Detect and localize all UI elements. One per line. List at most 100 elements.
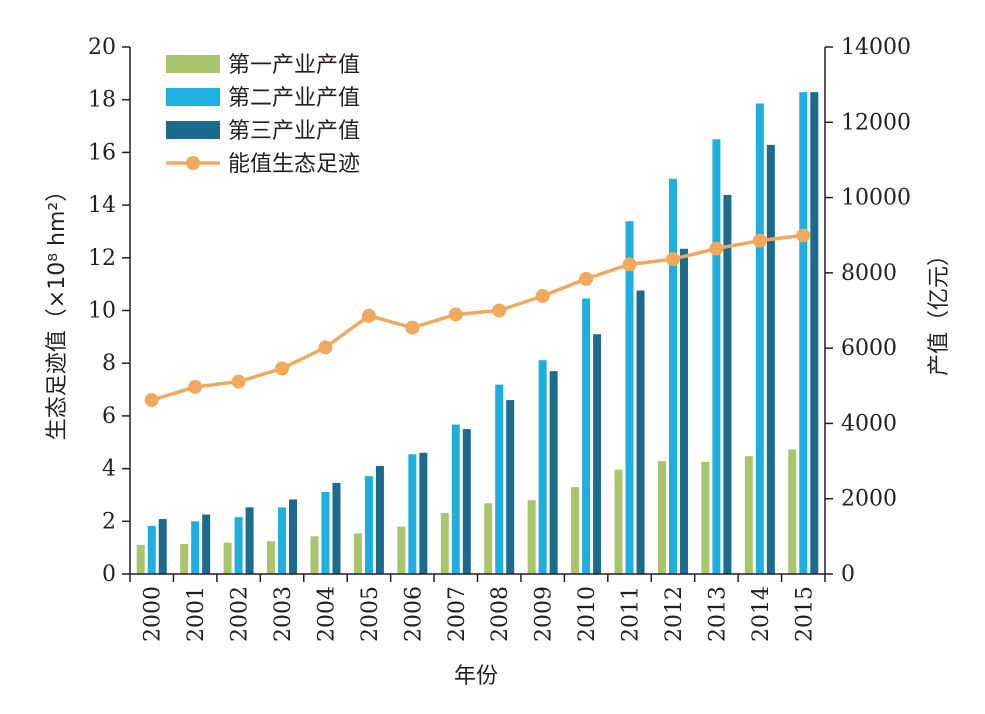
x-tick-label-2008: 2008 — [488, 586, 513, 642]
x-tick-label-2001: 2001 — [184, 586, 209, 642]
footprint-point-2012 — [665, 252, 680, 267]
bar-series3-2005 — [375, 465, 384, 574]
bar-series2-2004 — [321, 491, 330, 574]
bar-series2-2010 — [582, 298, 591, 574]
bar-series2-2001 — [191, 521, 200, 574]
bar-series2-2007 — [451, 424, 460, 574]
bar-series2-2014 — [755, 103, 764, 574]
bar-series3-2004 — [332, 482, 341, 574]
x-tick-label-2015: 2015 — [792, 586, 817, 642]
bar-series2-2008 — [495, 384, 504, 574]
bar-series1-2006 — [397, 526, 406, 574]
legend-swatch-marker — [186, 156, 200, 170]
bar-series3-2007 — [462, 429, 471, 574]
bar-series3-2015 — [810, 92, 819, 575]
bar-series1-2000 — [136, 545, 145, 574]
bar-series3-2014 — [766, 144, 775, 574]
bar-series1-2005 — [353, 533, 362, 574]
y-left-tick-label: 2 — [102, 509, 116, 534]
y-left-tick-label: 6 — [102, 404, 116, 429]
y-axis-right-label: 产值（亿元） — [927, 244, 952, 376]
bar-series3-2001 — [202, 514, 211, 574]
x-tick-label-2000: 2000 — [141, 586, 166, 642]
bar-series1-2011 — [614, 469, 623, 574]
x-tick-label-2005: 2005 — [358, 586, 383, 642]
footprint-point-2013 — [709, 241, 724, 256]
x-tick-label-2006: 2006 — [401, 586, 426, 642]
y-axis-left-label: 生态足迹值（×10⁸ hm²） — [45, 180, 70, 440]
x-tick-label-2010: 2010 — [575, 586, 600, 642]
footprint-point-2009 — [535, 289, 550, 304]
y-left-tick-label: 8 — [102, 351, 116, 376]
bar-series1-2012 — [657, 461, 666, 574]
y-right-tick-label: 10000 — [841, 186, 911, 211]
y-right-tick-label: 4000 — [841, 411, 897, 436]
x-tick-label-2013: 2013 — [705, 586, 730, 642]
axes-layer: 0 2 4 6 8 10 12 14 16 18 20 0 2000 4000 6000 8000 10000 1… — [88, 35, 911, 642]
legend-swatch-3 — [166, 121, 220, 139]
y-right-tick-label: 2000 — [841, 487, 897, 512]
y-right-tick-label: 6000 — [841, 336, 897, 361]
footprint-point-2010 — [579, 271, 594, 286]
footprint-line-layer — [144, 228, 811, 408]
x-tick-label-2011: 2011 — [619, 586, 644, 642]
footprint-point-2015 — [796, 228, 811, 243]
y-right-tick-label: 0 — [841, 562, 855, 587]
x-tick-label-2009: 2009 — [532, 586, 557, 642]
footprint-point-2000 — [144, 393, 159, 408]
bar-series1-2007 — [440, 513, 449, 574]
y-right-tick-label: 12000 — [841, 110, 911, 135]
bar-series1-2001 — [180, 543, 189, 574]
bar-series2-2015 — [799, 92, 808, 575]
x-tick-label-2007: 2007 — [445, 586, 470, 642]
y-left-tick-label: 4 — [102, 457, 116, 482]
bar-series1-2015 — [788, 449, 797, 574]
x-tick-label-2004: 2004 — [314, 586, 339, 642]
bar-series1-2008 — [484, 503, 493, 574]
x-tick-label-2014: 2014 — [749, 586, 774, 642]
footprint-point-2008 — [492, 303, 507, 318]
bar-series2-2006 — [408, 454, 417, 574]
bar-series2-2005 — [364, 476, 373, 574]
bar-series3-2012 — [679, 248, 688, 574]
bar-series2-2000 — [147, 525, 156, 574]
footprint-point-2014 — [752, 233, 767, 248]
y-left-tick-label: 20 — [88, 35, 116, 60]
bar-series2-2003 — [278, 507, 287, 574]
bar-series3-2009 — [549, 371, 558, 574]
footprint-line — [151, 233, 804, 402]
y-left-tick-label: 0 — [102, 562, 116, 587]
legend-swatch-1 — [166, 55, 220, 73]
footprint-point-2003 — [275, 361, 290, 376]
y-left-tick-label: 18 — [88, 88, 116, 113]
bar-series1-2014 — [744, 456, 753, 574]
bar-series1-2010 — [571, 487, 580, 574]
footprint-point-2006 — [405, 320, 420, 335]
footprint-point-2011 — [622, 257, 637, 272]
y-left-tick-label: 14 — [88, 193, 116, 218]
y-left-tick-label: 12 — [88, 246, 116, 271]
bar-series3-2013 — [723, 194, 732, 574]
footprint-point-2001 — [188, 379, 203, 394]
y-right-tick-label: 8000 — [841, 261, 897, 286]
footprint-point-2005 — [361, 308, 376, 323]
footprint-point-2004 — [318, 340, 333, 355]
x-tick-label-2003: 2003 — [271, 586, 296, 642]
legend-label-1: 第一产业产值 — [228, 53, 360, 78]
legend-label-3: 第三产业产值 — [228, 119, 360, 144]
bar-series3-2002 — [245, 507, 254, 574]
bar-series1-2002 — [223, 542, 232, 574]
y-left-tick-label: 10 — [88, 299, 116, 324]
bar-series1-2004 — [310, 536, 319, 574]
legend-swatch-2 — [166, 88, 220, 106]
bar-series3-2008 — [506, 400, 515, 574]
bar-series2-2009 — [538, 360, 547, 574]
footprint-point-2002 — [231, 374, 246, 389]
legend-label-2: 第二产业产值 — [228, 86, 360, 111]
y-right-tick-label: 14000 — [841, 35, 911, 60]
bar-series2-2013 — [712, 139, 721, 574]
bar-series1-2013 — [701, 461, 710, 574]
legend-label-4: 能值生态足迹 — [228, 152, 360, 177]
